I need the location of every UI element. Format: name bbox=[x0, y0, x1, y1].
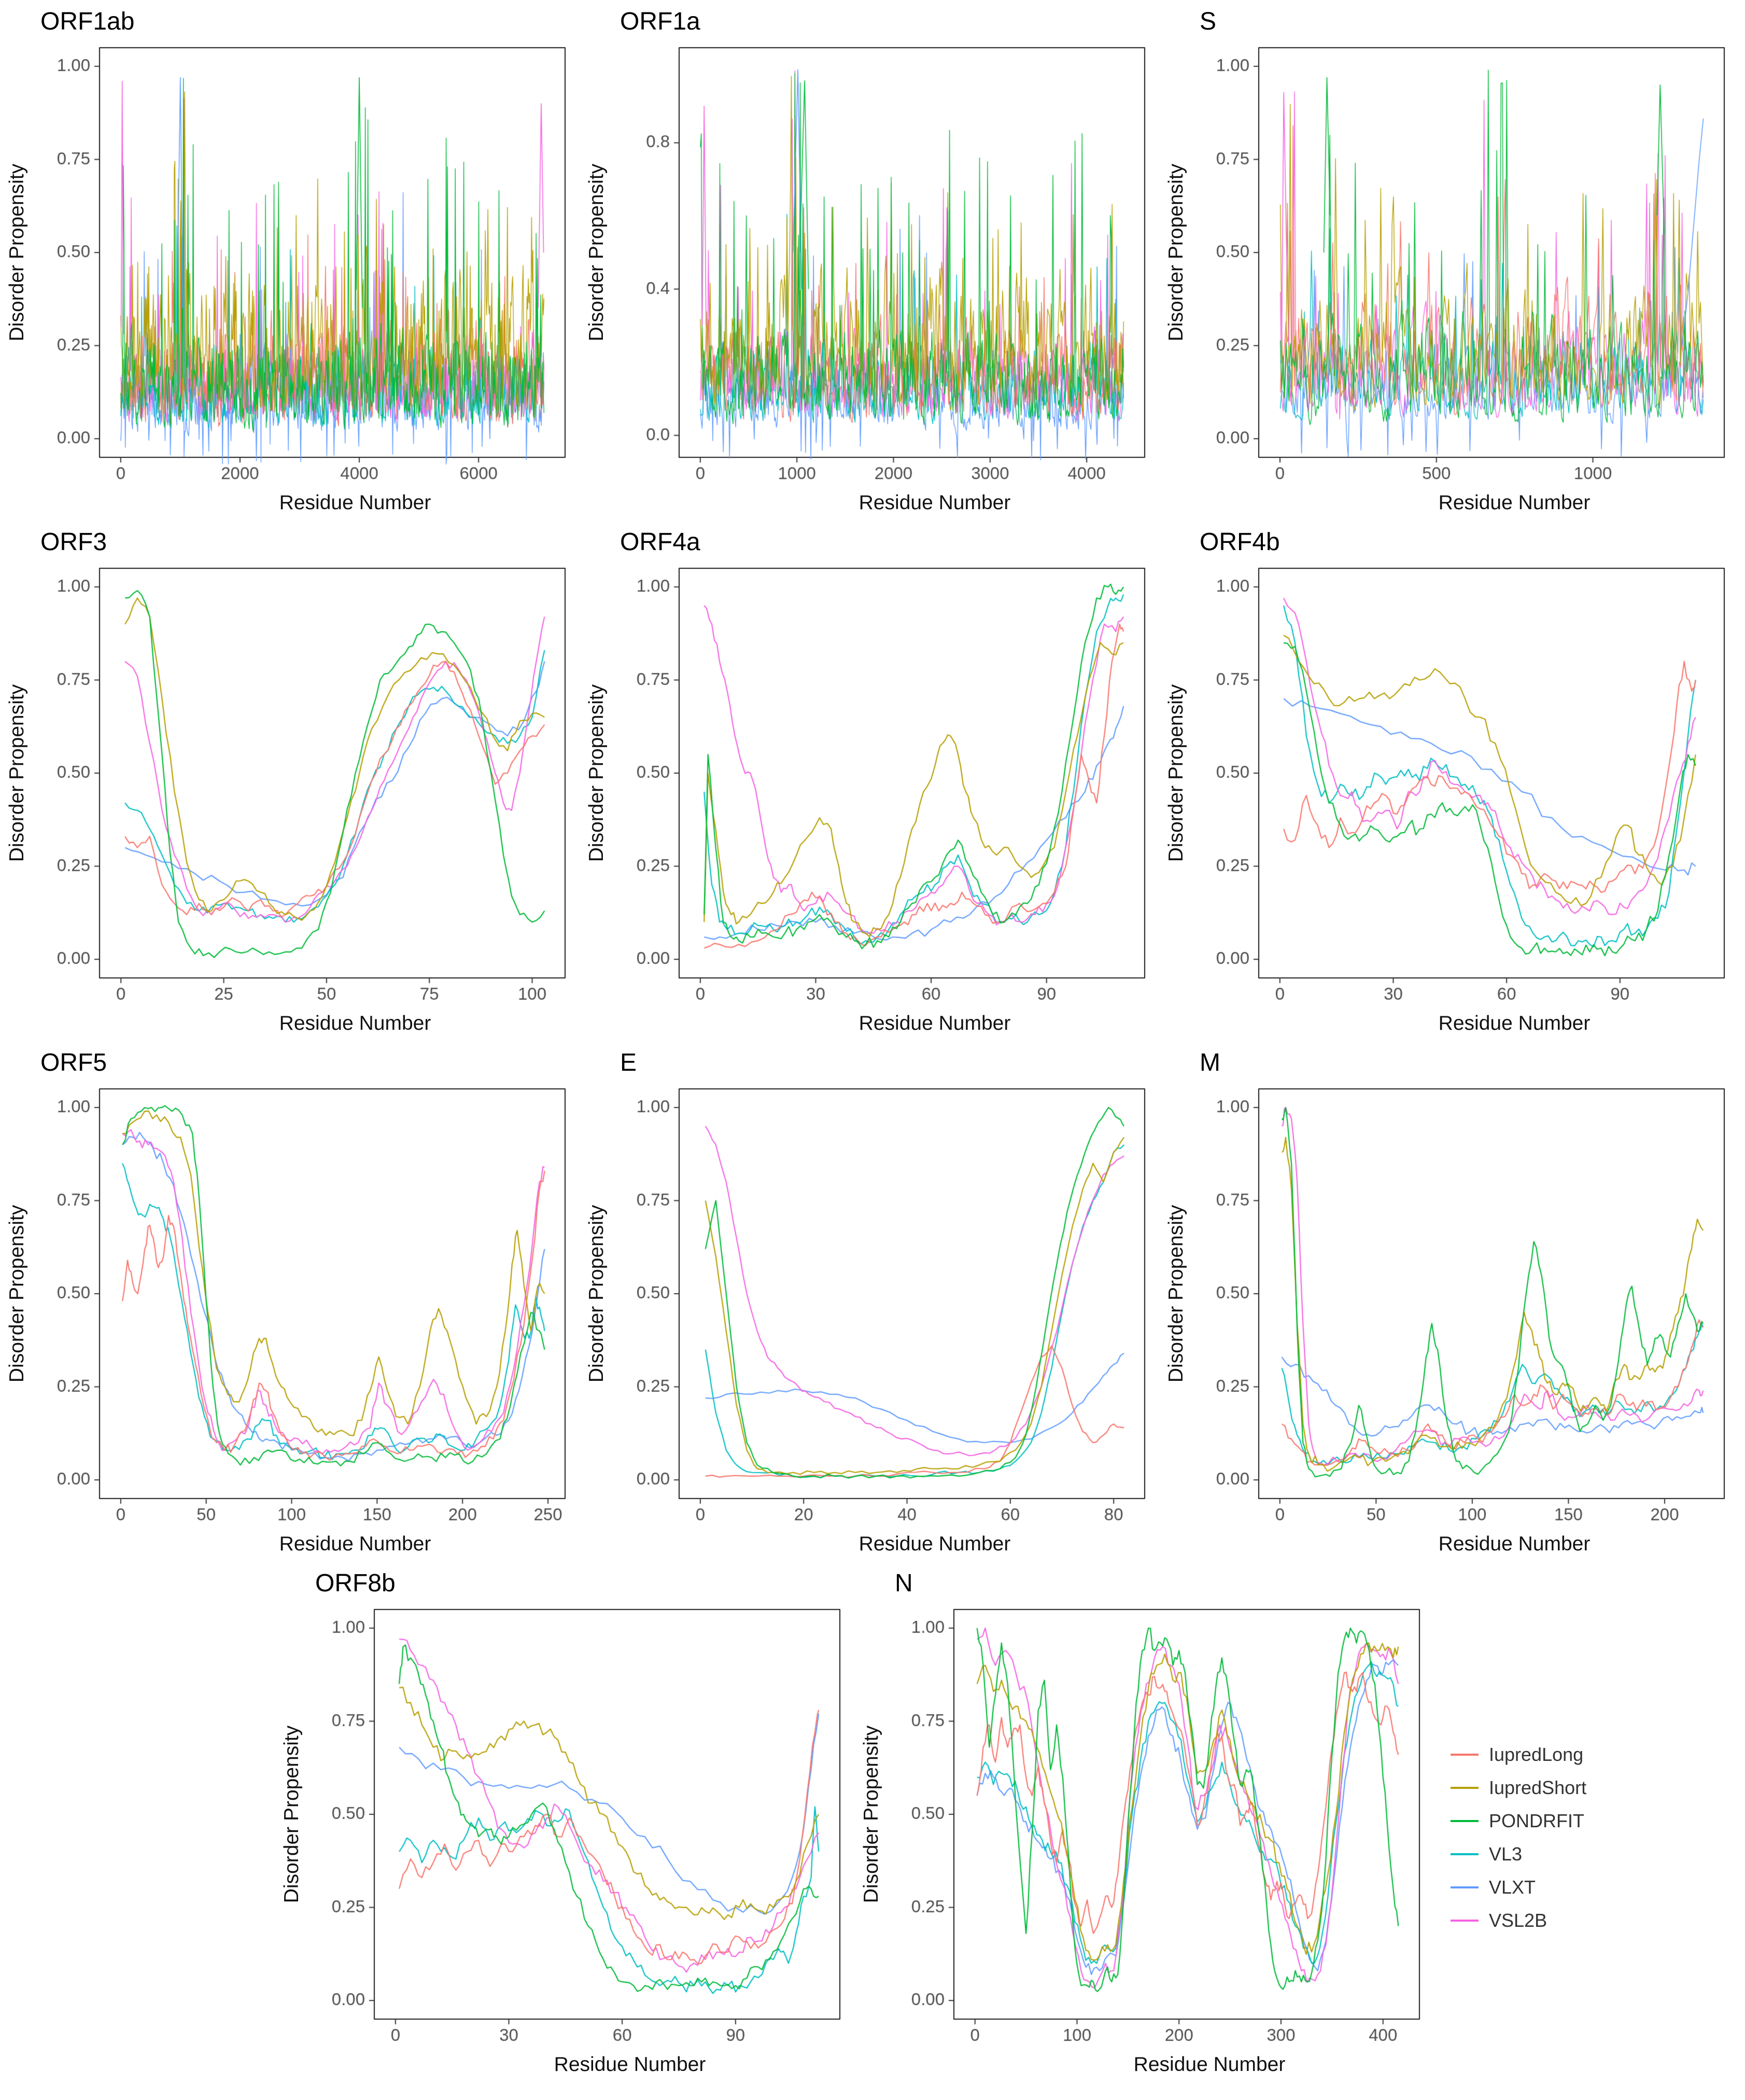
figure-row-2: ORF3 Disorder Propensity Residue Number … bbox=[4, 526, 1745, 1035]
figure-row-4: ORF8b Disorder Propensity Residue Number… bbox=[4, 1567, 1745, 2076]
legend-label: VLXT bbox=[1489, 1877, 1536, 1898]
plot-wrap: Disorder Propensity Residue Number bbox=[1163, 39, 1737, 514]
plot-wrap: Disorder Propensity Residue Number bbox=[279, 1601, 852, 2076]
orf5-chart-canvas bbox=[27, 1081, 578, 1532]
panel-s: S Disorder Propensity Residue Number bbox=[1163, 5, 1737, 514]
legend-item-vl3: VL3 bbox=[1451, 1838, 1616, 1871]
x-axis-label: Residue Number bbox=[1133, 2053, 1286, 2076]
legend-item-iupredshort: IupredShort bbox=[1451, 1771, 1616, 1804]
orf4a-chart-canvas bbox=[607, 560, 1157, 1011]
m-chart-canvas bbox=[1186, 1081, 1737, 1532]
panel-title-orf1ab: ORF1ab bbox=[40, 8, 135, 35]
panel-title-e: E bbox=[620, 1049, 637, 1076]
orf8b-chart-canvas bbox=[302, 1601, 852, 2052]
legend-line-swatch bbox=[1451, 1853, 1479, 1855]
legend-item-pondrfit: PONDRFIT bbox=[1451, 1804, 1616, 1838]
figure-row-1: ORF1ab Disorder Propensity Residue Numbe… bbox=[4, 5, 1745, 514]
legend: IupredLong IupredShort PONDRFIT VL3 VLXT… bbox=[1451, 1738, 1616, 2076]
x-axis-label: Residue Number bbox=[279, 1533, 431, 1555]
orf1a-chart-canvas bbox=[607, 39, 1157, 491]
x-axis-label: Residue Number bbox=[1438, 1012, 1591, 1034]
panel-title-n: N bbox=[895, 1570, 913, 1597]
plot-wrap: Disorder Propensity Residue Number bbox=[4, 1081, 578, 1556]
orf4b-chart-canvas bbox=[1186, 560, 1737, 1011]
x-axis-label: Residue Number bbox=[859, 1012, 1011, 1034]
orf1ab-chart-canvas bbox=[27, 39, 578, 491]
legend-label: IupredLong bbox=[1489, 1744, 1584, 1765]
s-chart-canvas bbox=[1186, 39, 1737, 491]
panel-orf3: ORF3 Disorder Propensity Residue Number bbox=[4, 526, 578, 1035]
y-axis-label: Disorder Propensity bbox=[280, 1725, 303, 1903]
orf3-chart-canvas bbox=[27, 560, 578, 1011]
y-axis-label: Disorder Propensity bbox=[585, 163, 608, 342]
y-axis-label: Disorder Propensity bbox=[1165, 163, 1187, 342]
panel-title-orf4a: ORF4a bbox=[620, 528, 700, 556]
legend-label: VL3 bbox=[1489, 1843, 1523, 1865]
legend-item-iupredlong: IupredLong bbox=[1451, 1738, 1616, 1771]
legend-line-swatch bbox=[1451, 1787, 1479, 1789]
legend-line-swatch bbox=[1451, 1886, 1479, 1888]
panel-n: N Disorder Propensity Residue Number bbox=[859, 1567, 1432, 2076]
y-axis-label: Disorder Propensity bbox=[1165, 684, 1187, 862]
plot-wrap: Disorder Propensity Residue Number bbox=[1163, 1081, 1737, 1556]
panel-orf4a: ORF4a Disorder Propensity Residue Number bbox=[584, 526, 1157, 1035]
panel-orf8b: ORF8b Disorder Propensity Residue Number bbox=[279, 1567, 852, 2076]
plot-wrap: Disorder Propensity Residue Number bbox=[584, 39, 1157, 514]
n-chart-canvas bbox=[881, 1601, 1432, 2052]
y-axis-label: Disorder Propensity bbox=[6, 163, 28, 342]
y-axis-label: Disorder Propensity bbox=[585, 684, 608, 862]
panel-m: M Disorder Propensity Residue Number bbox=[1163, 1046, 1737, 1556]
panel-title-orf1a: ORF1a bbox=[620, 8, 700, 35]
x-axis-label: Residue Number bbox=[554, 2053, 706, 2076]
legend-line-swatch bbox=[1451, 1920, 1479, 1922]
legend-label: IupredShort bbox=[1489, 1777, 1587, 1798]
x-axis-label: Residue Number bbox=[279, 492, 431, 514]
legend-line-swatch bbox=[1451, 1820, 1479, 1822]
x-axis-label: Residue Number bbox=[859, 492, 1011, 514]
figure-row-3: ORF5 Disorder Propensity Residue Number … bbox=[4, 1046, 1745, 1556]
legend-item-vlxt: VLXT bbox=[1451, 1871, 1616, 1904]
x-axis-label: Residue Number bbox=[279, 1012, 431, 1034]
x-axis-label: Residue Number bbox=[1438, 492, 1591, 514]
plot-wrap: Disorder Propensity Residue Number bbox=[4, 560, 578, 1035]
panel-e: E Disorder Propensity Residue Number bbox=[584, 1046, 1157, 1556]
x-axis-label: Residue Number bbox=[859, 1533, 1011, 1555]
y-axis-label: Disorder Propensity bbox=[1165, 1205, 1187, 1383]
panel-title-orf3: ORF3 bbox=[40, 528, 107, 556]
e-chart-canvas bbox=[607, 1081, 1157, 1532]
legend-item-vsl2b: VSL2B bbox=[1451, 1904, 1616, 1937]
panel-title-orf8b: ORF8b bbox=[315, 1570, 396, 1597]
y-axis-label: Disorder Propensity bbox=[6, 684, 28, 862]
plot-wrap: Disorder Propensity Residue Number bbox=[584, 560, 1157, 1035]
panel-title-m: M bbox=[1200, 1049, 1220, 1076]
legend-label: VSL2B bbox=[1489, 1910, 1547, 1931]
plot-wrap: Disorder Propensity Residue Number bbox=[859, 1601, 1432, 2076]
y-axis-label: Disorder Propensity bbox=[860, 1725, 882, 1903]
panel-title-orf4b: ORF4b bbox=[1200, 528, 1280, 556]
plot-wrap: Disorder Propensity Residue Number bbox=[584, 1081, 1157, 1556]
panel-title-orf5: ORF5 bbox=[40, 1049, 107, 1076]
panel-orf1ab: ORF1ab Disorder Propensity Residue Numbe… bbox=[4, 5, 578, 514]
panel-title-s: S bbox=[1200, 8, 1217, 35]
plot-wrap: Disorder Propensity Residue Number bbox=[4, 39, 578, 514]
panel-orf5: ORF5 Disorder Propensity Residue Number bbox=[4, 1046, 578, 1556]
legend-line-swatch bbox=[1451, 1754, 1479, 1756]
row-spacer bbox=[4, 1567, 279, 2076]
y-axis-label: Disorder Propensity bbox=[6, 1205, 28, 1383]
y-axis-label: Disorder Propensity bbox=[585, 1205, 608, 1383]
plot-wrap: Disorder Propensity Residue Number bbox=[1163, 560, 1737, 1035]
legend-label: PONDRFIT bbox=[1489, 1810, 1584, 1831]
panel-orf1a: ORF1a Disorder Propensity Residue Number bbox=[584, 5, 1157, 514]
x-axis-label: Residue Number bbox=[1438, 1533, 1591, 1555]
panel-orf4b: ORF4b Disorder Propensity Residue Number bbox=[1163, 526, 1737, 1035]
